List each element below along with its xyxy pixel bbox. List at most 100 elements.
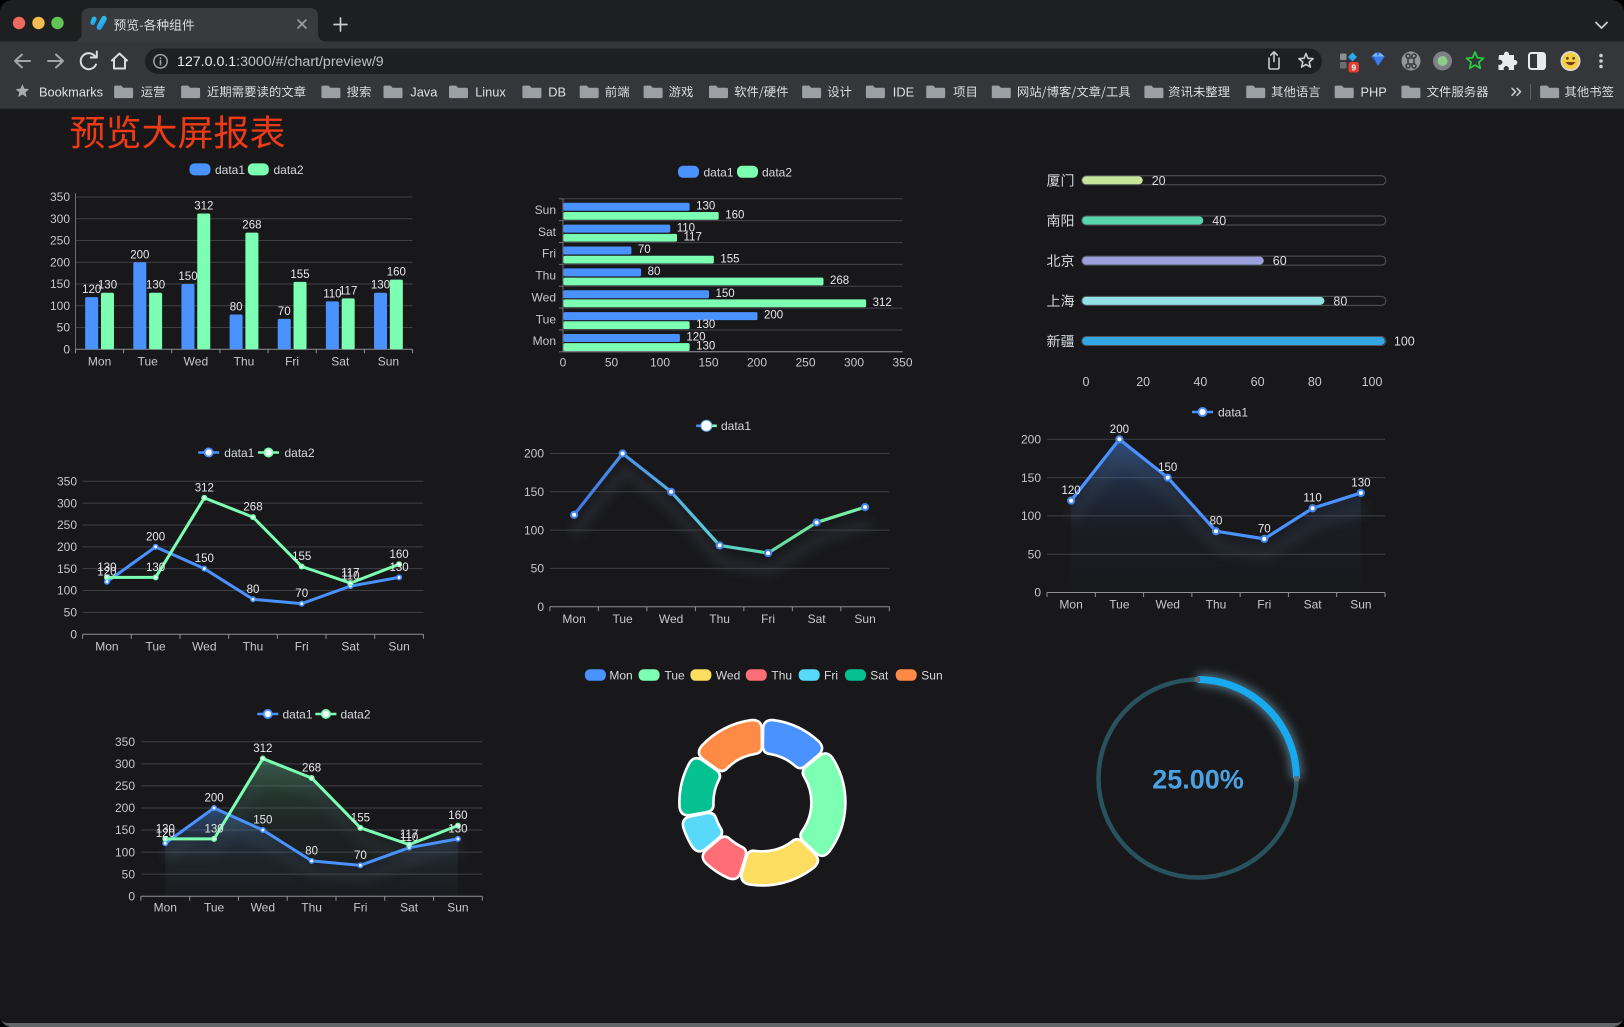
svg-text:80: 80 [305, 845, 318, 857]
svg-text:150: 150 [50, 277, 70, 291]
svg-text:data2: data2 [285, 446, 315, 460]
svg-text:130: 130 [146, 562, 165, 574]
svg-text:70: 70 [295, 588, 308, 600]
svg-text:0: 0 [63, 343, 70, 357]
svg-text:Java: Java [410, 84, 438, 99]
svg-text:Thu: Thu [1206, 598, 1227, 612]
svg-text:Sat: Sat [538, 225, 557, 239]
svg-text:Sun: Sun [388, 639, 409, 653]
svg-text:110: 110 [323, 288, 341, 300]
svg-text:300: 300 [115, 757, 135, 771]
svg-text:130: 130 [98, 280, 117, 292]
svg-text:200: 200 [57, 540, 77, 554]
svg-text:PHP: PHP [1361, 84, 1387, 99]
svg-text:155: 155 [292, 551, 311, 563]
svg-text:Sat: Sat [1304, 598, 1323, 612]
svg-text:120: 120 [156, 828, 175, 840]
svg-text:60: 60 [1251, 375, 1265, 389]
svg-text:40: 40 [1212, 214, 1226, 228]
svg-text:Thu: Thu [771, 668, 792, 682]
svg-text:70: 70 [1258, 523, 1271, 535]
svg-text:100: 100 [1394, 335, 1415, 349]
svg-text:150: 150 [115, 823, 135, 837]
svg-text:Sun: Sun [1350, 598, 1371, 612]
svg-text:40: 40 [1193, 375, 1207, 389]
svg-text:0: 0 [1034, 586, 1041, 600]
svg-text:120: 120 [97, 566, 116, 578]
svg-text:Wed: Wed [532, 291, 556, 305]
svg-text:155: 155 [290, 269, 309, 281]
svg-text:Wed: Wed [659, 612, 683, 626]
svg-text:312: 312 [194, 201, 213, 213]
svg-text:0: 0 [70, 627, 77, 641]
svg-text:117: 117 [400, 829, 418, 841]
svg-text:50: 50 [1028, 547, 1042, 561]
svg-text:300: 300 [57, 496, 77, 510]
svg-text:Mon: Mon [609, 668, 632, 682]
svg-text:80: 80 [247, 584, 260, 596]
svg-text:312: 312 [195, 482, 214, 494]
svg-text:155: 155 [720, 253, 739, 265]
svg-text:150: 150 [195, 553, 214, 565]
svg-text:data1: data1 [1218, 405, 1248, 419]
svg-text:130: 130 [390, 562, 409, 574]
svg-text:110: 110 [1303, 493, 1321, 505]
svg-text:Wed: Wed [251, 901, 275, 915]
svg-text:Sun: Sun [447, 901, 468, 915]
svg-text:80: 80 [648, 266, 661, 278]
svg-text:Tue: Tue [665, 668, 686, 682]
svg-text:200: 200 [146, 531, 165, 543]
svg-text:100: 100 [524, 523, 544, 537]
svg-text:DB: DB [548, 84, 566, 99]
svg-text:Wed: Wed [1155, 598, 1179, 612]
svg-text:100: 100 [650, 356, 670, 370]
svg-text:Fri: Fri [761, 612, 775, 626]
svg-text:312: 312 [873, 297, 892, 309]
svg-text:Thu: Thu [301, 901, 322, 915]
svg-text:0: 0 [128, 889, 135, 903]
svg-text:100: 100 [1021, 509, 1041, 523]
svg-text:130: 130 [696, 341, 715, 353]
svg-text:150: 150 [1158, 462, 1177, 474]
svg-text:9: 9 [1351, 63, 1356, 73]
svg-text:100: 100 [115, 845, 135, 859]
svg-text:110: 110 [677, 222, 695, 234]
svg-text:Thu: Thu [234, 355, 255, 369]
svg-text:150: 150 [524, 485, 544, 499]
svg-text:50: 50 [122, 867, 136, 881]
svg-text:120: 120 [1062, 485, 1081, 497]
svg-text:160: 160 [390, 549, 409, 561]
svg-text:130: 130 [146, 280, 165, 292]
svg-text:data2: data2 [762, 165, 792, 179]
svg-text:Fri: Fri [295, 639, 309, 653]
svg-text:130: 130 [696, 319, 715, 331]
svg-text:200: 200 [115, 801, 135, 815]
svg-text:Linux: Linux [475, 84, 506, 99]
svg-text:200: 200 [1021, 433, 1041, 447]
svg-text:117: 117 [684, 232, 702, 244]
svg-text:Sun: Sun [854, 612, 875, 626]
svg-text:50: 50 [605, 356, 619, 370]
svg-text:250: 250 [57, 518, 77, 532]
svg-text:268: 268 [242, 220, 261, 232]
svg-text:200: 200 [764, 310, 783, 322]
svg-text:160: 160 [448, 810, 467, 822]
svg-text:80: 80 [1333, 294, 1347, 308]
svg-text:200: 200 [1110, 424, 1129, 436]
svg-text:0: 0 [537, 600, 544, 614]
svg-text:Mon: Mon [562, 612, 585, 626]
svg-text:50: 50 [531, 562, 545, 576]
svg-text:70: 70 [354, 850, 367, 862]
svg-text:Sat: Sat [808, 612, 827, 626]
svg-text:110: 110 [400, 832, 418, 844]
svg-text:268: 268 [302, 763, 321, 775]
svg-text:130: 130 [205, 823, 224, 835]
svg-text:200: 200 [205, 793, 224, 805]
svg-text:312: 312 [253, 743, 272, 755]
svg-text:Sun: Sun [378, 355, 399, 369]
svg-text:Sat: Sat [870, 668, 889, 682]
svg-text:Tue: Tue [138, 355, 159, 369]
svg-text:150: 150 [716, 288, 735, 300]
svg-text:Wed: Wed [716, 668, 740, 682]
svg-text:350: 350 [115, 735, 135, 749]
